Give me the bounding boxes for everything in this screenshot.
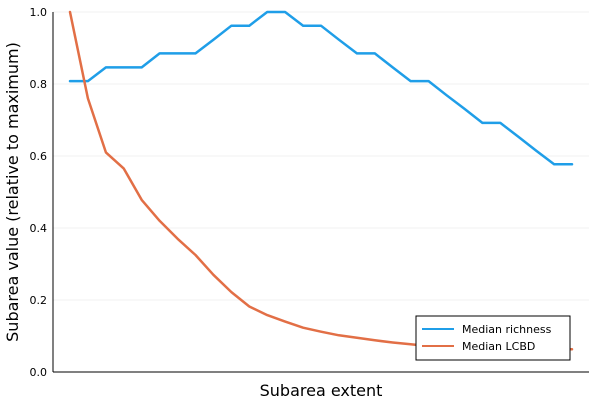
y-tick-label: 0.0 (30, 366, 48, 379)
legend-box (415, 315, 571, 361)
y-tick-labels: 0.0 0.2 0.4 0.6 0.8 1.0 (30, 6, 48, 379)
y-tick-label: 1.0 (30, 6, 48, 19)
x-axis-label: Subarea extent (260, 381, 383, 400)
series-line-median-lcbd (68, 10, 574, 351)
y-tick-label: 0.2 (30, 294, 48, 307)
legend-label-lcbd: Median LCBD (462, 340, 535, 353)
series-line-median-richness (68, 10, 574, 166)
y-tick-label: 0.6 (30, 150, 48, 163)
y-axis-label: Subarea value (relative to maximum) (3, 42, 22, 342)
y-tick-label: 0.8 (30, 78, 48, 91)
legend-label-richness: Median richness (462, 323, 552, 336)
y-tick-label: 0.4 (30, 222, 48, 235)
legend: Median richness Median LCBD (415, 315, 571, 361)
series-lines (68, 10, 574, 351)
